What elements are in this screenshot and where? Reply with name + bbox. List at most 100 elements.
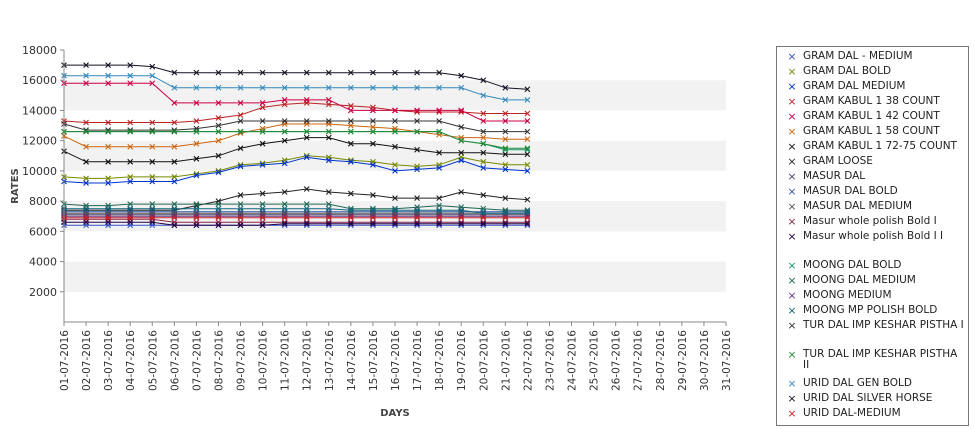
data-point bbox=[524, 161, 531, 168]
series-group bbox=[61, 100, 531, 126]
data-point bbox=[370, 69, 376, 76]
data-point bbox=[237, 84, 244, 91]
legend-marker-icon: × bbox=[787, 200, 797, 213]
data-point bbox=[171, 174, 178, 180]
legend-item: × MOONG MP POLISH BOLD bbox=[783, 305, 965, 320]
data-point bbox=[458, 157, 465, 164]
series-line bbox=[64, 188, 528, 211]
data-point bbox=[171, 84, 178, 91]
data-point bbox=[524, 151, 531, 158]
data-point bbox=[237, 128, 244, 135]
data-point bbox=[281, 96, 288, 103]
data-point bbox=[370, 118, 376, 124]
series-group bbox=[61, 128, 531, 152]
data-point bbox=[193, 118, 200, 124]
data-point bbox=[105, 158, 112, 165]
data-point bbox=[370, 207, 376, 214]
x-tick-label: 18-07-2016 bbox=[434, 330, 446, 391]
data-point bbox=[524, 145, 531, 152]
data-point bbox=[347, 158, 354, 165]
data-point bbox=[83, 72, 89, 79]
data-point bbox=[171, 201, 178, 208]
data-point bbox=[127, 201, 134, 208]
data-point bbox=[524, 96, 531, 103]
data-point bbox=[524, 136, 531, 143]
legend-marker-icon: × bbox=[787, 125, 797, 138]
data-point bbox=[259, 214, 266, 221]
data-point bbox=[281, 160, 288, 167]
grid-band bbox=[64, 50, 726, 81]
data-point bbox=[325, 96, 332, 103]
data-point bbox=[171, 143, 178, 150]
legend-item: × GRAM DAL MEDIUM bbox=[783, 81, 965, 96]
legend-marker-icon: × bbox=[787, 289, 797, 302]
data-point bbox=[127, 119, 134, 126]
legend-label: MOONG DAL MEDIUM bbox=[803, 274, 916, 286]
data-point bbox=[524, 210, 531, 217]
x-tick-label: 26-07-2016 bbox=[611, 330, 623, 391]
data-point bbox=[524, 214, 531, 221]
data-point bbox=[149, 205, 156, 212]
x-tick-label: 20-07-2016 bbox=[478, 330, 490, 391]
series-group bbox=[61, 214, 531, 221]
data-point bbox=[259, 84, 266, 91]
legend-item: × URID DAL GEN BOLD bbox=[783, 378, 965, 393]
data-point bbox=[237, 112, 244, 118]
legend-marker-icon: × bbox=[787, 170, 797, 183]
data-point bbox=[347, 84, 354, 91]
data-point bbox=[127, 72, 134, 79]
data-point bbox=[502, 195, 509, 201]
legend-item: × TUR DAL IMP KESHAR PISTHA I bbox=[783, 320, 965, 349]
x-tick-label: 11-07-2016 bbox=[280, 330, 292, 391]
data-point bbox=[171, 158, 178, 165]
series-group bbox=[61, 72, 531, 103]
data-point bbox=[215, 214, 222, 221]
series-group bbox=[61, 62, 531, 93]
legend-marker-icon: × bbox=[787, 50, 797, 63]
data-point bbox=[215, 222, 222, 229]
data-point bbox=[303, 154, 310, 161]
data-point bbox=[480, 205, 487, 212]
data-point bbox=[392, 128, 398, 135]
legend-marker-icon: × bbox=[787, 348, 797, 361]
data-point bbox=[105, 80, 112, 87]
data-point bbox=[502, 214, 509, 221]
series-line bbox=[63, 155, 528, 179]
x-tick-label: 29-07-2016 bbox=[677, 330, 689, 391]
data-point bbox=[215, 169, 222, 176]
data-point bbox=[392, 107, 398, 114]
legend-label: URID DAL GEN BOLD bbox=[803, 377, 912, 389]
data-point bbox=[347, 103, 354, 109]
x-tick-label: 12-07-2016 bbox=[302, 330, 314, 391]
data-point bbox=[370, 214, 376, 221]
data-point bbox=[392, 207, 398, 214]
grid-band bbox=[64, 140, 726, 171]
data-point bbox=[414, 107, 420, 114]
x-tick-label: 14-07-2016 bbox=[346, 330, 358, 391]
grid-band bbox=[64, 170, 726, 202]
data-point bbox=[347, 140, 354, 147]
data-point bbox=[149, 143, 156, 150]
y-tick-label: 12000 bbox=[22, 135, 57, 148]
x-tick-label: 23-07-2016 bbox=[544, 330, 556, 391]
data-point bbox=[502, 220, 509, 227]
data-point bbox=[215, 152, 222, 159]
x-tick-label: 22-07-2016 bbox=[522, 330, 534, 391]
legend-marker-icon: × bbox=[787, 407, 797, 420]
data-point bbox=[105, 72, 112, 79]
data-point bbox=[325, 101, 332, 108]
data-point bbox=[392, 143, 398, 150]
legend-marker-icon: × bbox=[787, 185, 797, 198]
data-point bbox=[303, 118, 310, 124]
data-point bbox=[83, 219, 89, 226]
data-point bbox=[414, 195, 420, 201]
data-point bbox=[414, 69, 420, 76]
legend-marker-icon: × bbox=[787, 155, 797, 168]
data-point bbox=[127, 219, 134, 226]
data-point bbox=[436, 149, 443, 156]
data-point bbox=[237, 214, 244, 221]
data-point bbox=[436, 107, 443, 114]
legend-item: × GRAM DAL BOLD bbox=[783, 66, 965, 81]
data-point bbox=[171, 205, 178, 212]
legend-marker-icon: × bbox=[787, 65, 797, 78]
